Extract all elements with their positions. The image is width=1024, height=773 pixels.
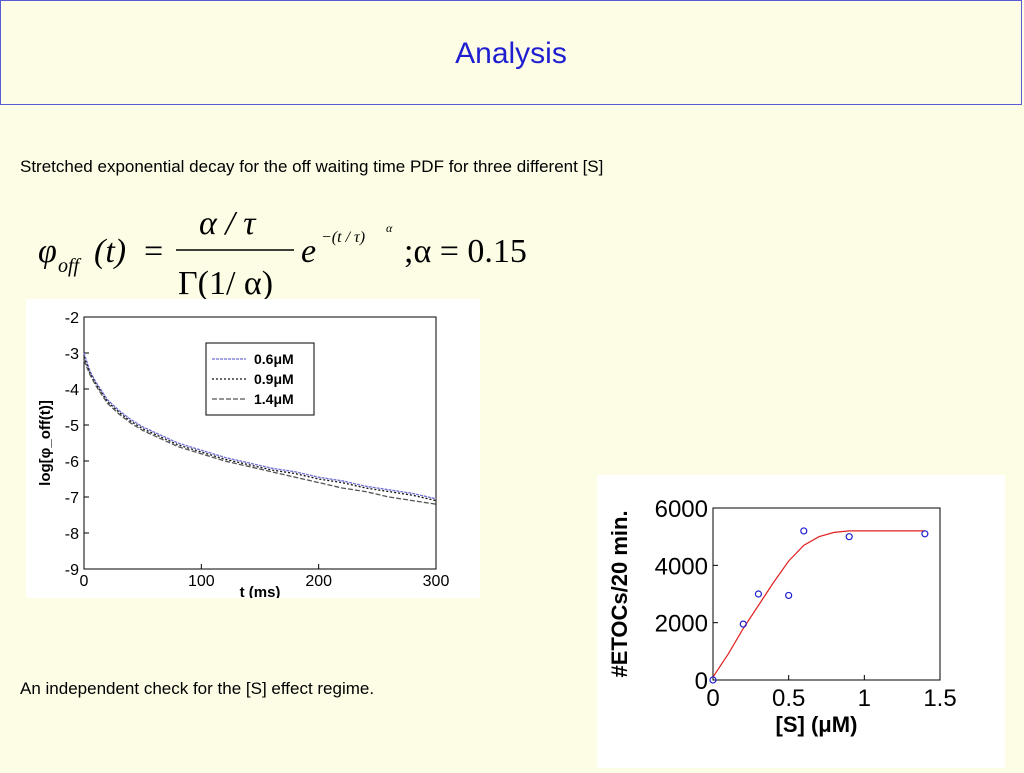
- etoc-chart-svg: 0 0.5 1 1.5 0 2000 4000 6000 [S] (μM) #ETOCs/20 m…: [607, 496, 957, 737]
- x-axis-label: t (ms): [240, 584, 281, 598]
- data-point: [800, 527, 808, 535]
- formula-eq: =: [144, 233, 163, 270]
- y-tick-label: -4: [65, 382, 79, 399]
- y-axis-label: #ETOCs/20 min.: [607, 510, 632, 677]
- x-tick-label: 300: [423, 573, 450, 590]
- formula-arg: (t): [94, 233, 126, 270]
- legend-label: 1.4μM: [254, 391, 294, 407]
- x-tick-label: 100: [188, 573, 215, 590]
- y-tick-label: 2000: [655, 611, 708, 638]
- intro-text: Stretched exponential decay for the off …: [20, 157, 604, 176]
- formula: φ off (t) = α / τ Γ(1/ α) e −(t / τ) α ;…: [36, 198, 596, 303]
- x-axis-label: [S] (μM): [776, 712, 858, 737]
- y-tick-label: 6000: [655, 496, 708, 523]
- plot-frame: [712, 507, 941, 681]
- legend-label: 0.9μM: [254, 371, 294, 387]
- y-tick-label: -7: [65, 490, 79, 507]
- series-line: [83, 356, 437, 502]
- y-axis-label: log[φ_off(t)]: [37, 400, 54, 486]
- check-text: An independent check for the [S] effect …: [20, 679, 375, 698]
- formula-exp-sup: α: [386, 221, 393, 235]
- y-tick-label: -5: [65, 418, 79, 435]
- x-tick-label: 1.5: [923, 685, 956, 712]
- x-tick-label: 0: [706, 685, 719, 712]
- y-tick-label: -8: [65, 526, 79, 543]
- series-line: [83, 359, 437, 505]
- y-tick-label: -9: [65, 562, 79, 579]
- data-point: [709, 676, 717, 684]
- data-point: [785, 591, 793, 600]
- decay-chart-svg: 0 100 200 300 -2 -3 -4 -5 -6 -7 -8 -9 t (ms) log[φ_of…: [37, 310, 450, 601]
- title-box: Analysis: [0, 0, 1022, 105]
- data-point: [754, 590, 762, 598]
- x-tick-label: 200: [305, 573, 332, 590]
- formula-tail: ;α = 0.15: [404, 233, 527, 270]
- data-point: [739, 620, 747, 628]
- x-tick-label: 0: [80, 573, 89, 590]
- etoc-chart: 0 0.5 1 1.5 0 2000 4000 6000 [S] (μM) #ETOCs/20 m…: [597, 475, 1005, 768]
- fit-line: [712, 530, 925, 678]
- y-tick-label: 4000: [655, 553, 708, 580]
- formula-den: Γ(1/ α): [178, 265, 273, 302]
- decay-chart: 0 100 200 300 -2 -3 -4 -5 -6 -7 -8 -9 t (ms) log[φ_of…: [26, 299, 480, 601]
- y-tick-label: 0: [695, 668, 708, 695]
- y-tick-label: -3: [65, 346, 79, 363]
- legend-label: 0.6μM: [254, 351, 294, 367]
- y-tick-label: -6: [65, 454, 79, 471]
- formula-num: α / τ: [199, 205, 257, 242]
- y-tick-label: -2: [65, 310, 79, 327]
- x-tick-label: 0.5: [772, 685, 805, 712]
- formula-exp: −(t / τ): [321, 229, 365, 246]
- data-point: [845, 533, 853, 541]
- x-tick-label: 1: [858, 685, 871, 712]
- formula-e: e: [301, 233, 316, 270]
- data-point: [921, 530, 929, 538]
- formula-phi: φ: [38, 233, 57, 270]
- slide-title: Analysis: [455, 37, 567, 70]
- formula-sub: off: [58, 255, 82, 277]
- series-line: [83, 352, 437, 500]
